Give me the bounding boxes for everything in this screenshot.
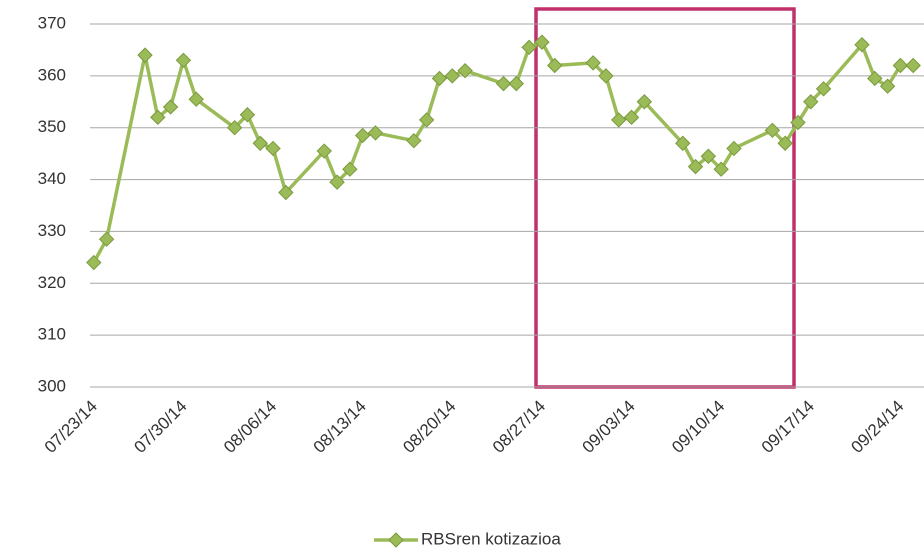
point-marker bbox=[444, 68, 460, 84]
point-marker bbox=[521, 39, 537, 56]
point-marker bbox=[431, 70, 448, 87]
point-marker bbox=[790, 114, 806, 131]
x-tick-label: 09/17/14 bbox=[758, 397, 818, 457]
point-marker bbox=[329, 174, 345, 190]
point-marker bbox=[457, 62, 473, 79]
point-marker bbox=[803, 94, 819, 110]
point-marker bbox=[892, 57, 909, 74]
point-marker bbox=[278, 184, 294, 201]
y-tick-label: 370 bbox=[38, 13, 66, 32]
point-marker bbox=[418, 112, 435, 128]
legend-marker bbox=[388, 532, 404, 548]
x-tick-label: 08/06/14 bbox=[220, 397, 280, 457]
point-marker bbox=[547, 57, 563, 74]
series-line bbox=[92, 40, 914, 264]
x-tick-label: 07/23/14 bbox=[41, 397, 101, 457]
point-marker bbox=[150, 109, 166, 126]
y-tick-label: 330 bbox=[38, 221, 66, 240]
y-tick-label: 320 bbox=[38, 273, 66, 292]
point-marker bbox=[726, 140, 742, 157]
point-marker bbox=[252, 135, 268, 151]
point-marker bbox=[239, 107, 256, 123]
y-tick-label: 360 bbox=[38, 65, 66, 84]
point-marker bbox=[98, 231, 115, 247]
point-marker bbox=[534, 34, 550, 50]
point-marker bbox=[815, 81, 832, 97]
legend-label: RBSren kotizazioa bbox=[421, 529, 561, 548]
point-marker bbox=[86, 254, 102, 271]
point-marker bbox=[265, 140, 281, 157]
point-marker bbox=[342, 161, 358, 177]
point-marker bbox=[495, 75, 512, 92]
point-marker bbox=[162, 99, 179, 115]
point-marker bbox=[700, 148, 717, 164]
x-tick-label: 08/20/14 bbox=[399, 397, 459, 457]
y-tick-label: 300 bbox=[38, 376, 66, 395]
point-marker bbox=[406, 132, 422, 149]
point-marker bbox=[764, 122, 781, 139]
point-marker bbox=[367, 125, 384, 141]
point-marker bbox=[226, 120, 243, 136]
point-marker bbox=[585, 55, 601, 71]
x-tick-label: 08/13/14 bbox=[310, 397, 370, 457]
x-tick-label: 09/10/14 bbox=[668, 397, 728, 457]
point-marker bbox=[675, 135, 691, 151]
point-marker bbox=[623, 109, 640, 126]
point-marker bbox=[905, 57, 921, 74]
x-tick-label: 08/27/14 bbox=[489, 397, 549, 457]
point-marker bbox=[687, 158, 704, 175]
y-tick-label: 310 bbox=[38, 325, 66, 344]
point-marker bbox=[867, 70, 883, 87]
point-marker bbox=[137, 47, 153, 63]
point-marker bbox=[611, 112, 627, 128]
point-marker bbox=[854, 37, 870, 53]
x-tick-label: 09/03/14 bbox=[578, 397, 638, 457]
point-marker bbox=[508, 75, 525, 92]
point-marker bbox=[354, 127, 371, 144]
point-marker bbox=[636, 94, 653, 110]
x-tick-label: 09/24/14 bbox=[847, 397, 907, 457]
y-tick-label: 350 bbox=[38, 117, 66, 136]
point-marker bbox=[188, 91, 204, 107]
point-marker bbox=[175, 52, 192, 69]
y-tick-label: 340 bbox=[38, 169, 66, 188]
x-tick-label: 07/30/14 bbox=[130, 397, 190, 457]
point-marker bbox=[713, 161, 729, 177]
point-marker bbox=[777, 135, 793, 151]
point-marker bbox=[598, 68, 614, 84]
point-marker bbox=[316, 143, 332, 159]
point-marker bbox=[879, 78, 896, 94]
